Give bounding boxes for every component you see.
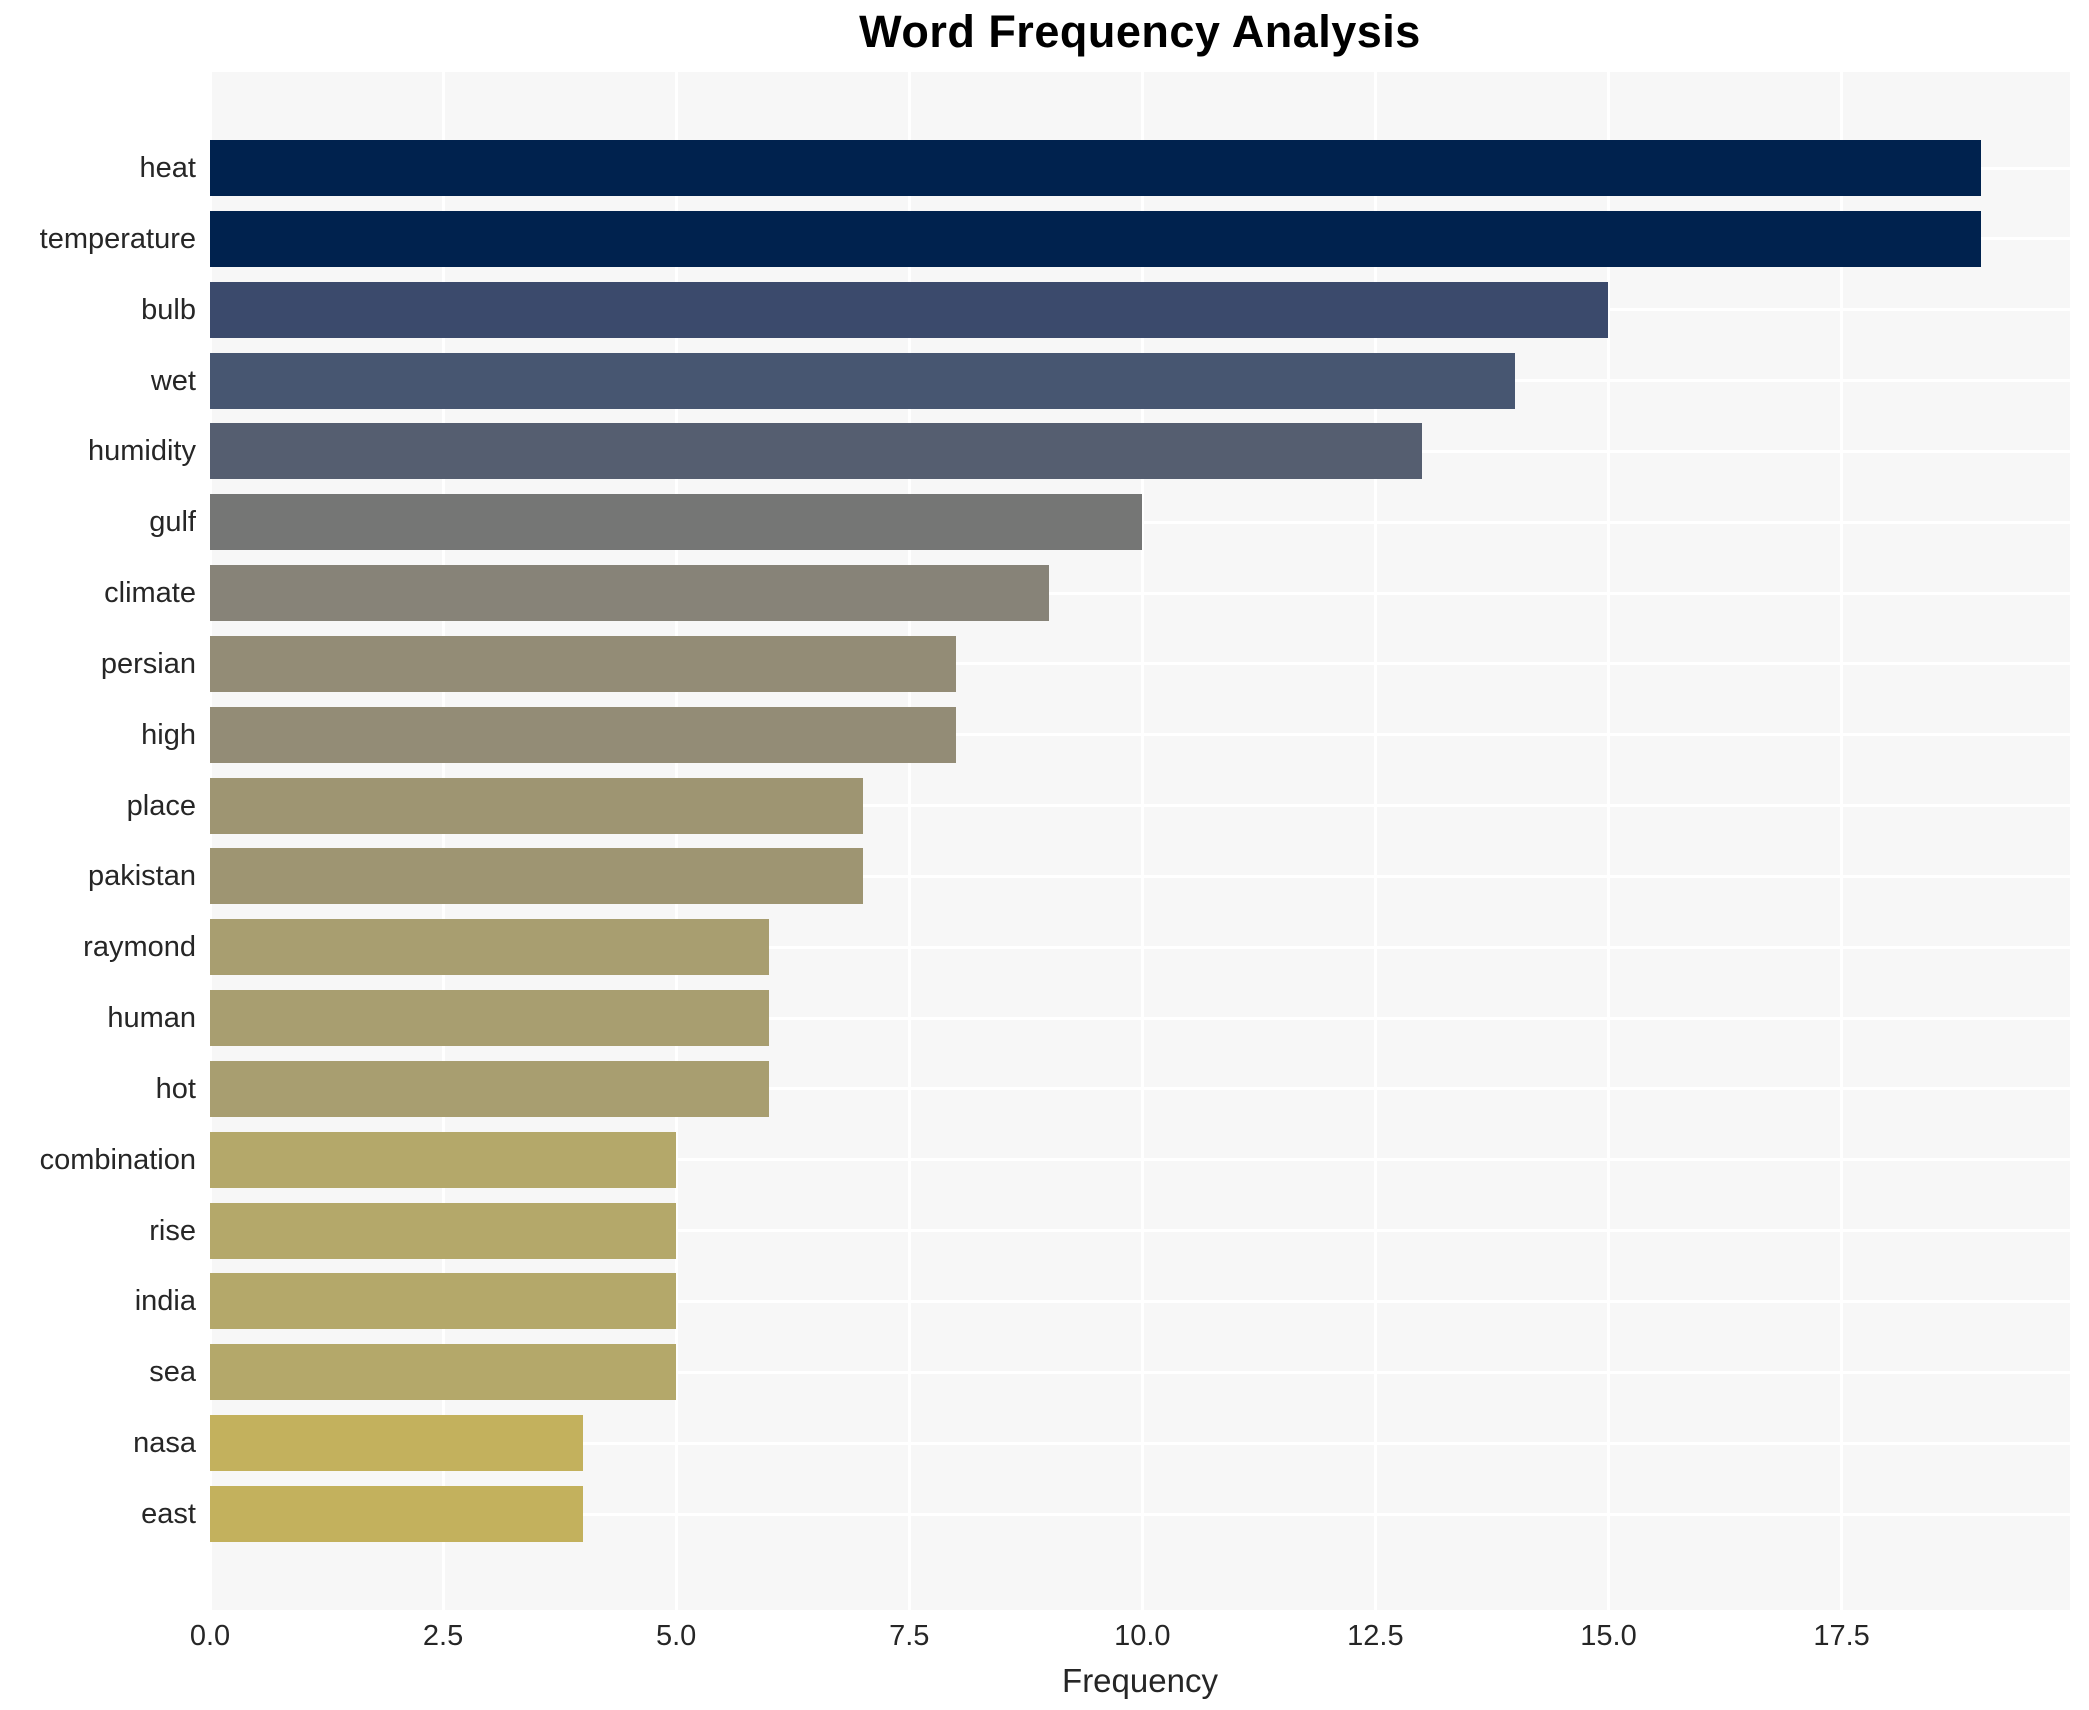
y-tick-label: persian <box>100 647 196 680</box>
grid-line-vertical <box>1140 72 1144 1610</box>
bar-pakistan <box>210 848 863 905</box>
grid-line-vertical <box>1606 72 1610 1610</box>
y-tick-label: high <box>141 718 196 751</box>
x-tick-label: 7.5 <box>889 1620 930 1652</box>
y-tick-label: bulb <box>141 293 196 326</box>
y-tick-label: humidity <box>88 435 196 468</box>
bar-persian <box>210 635 956 692</box>
y-tick-label: sea <box>149 1356 196 1389</box>
bar-india <box>210 1273 677 1330</box>
bar-high <box>210 706 956 763</box>
y-tick-label: climate <box>104 577 196 610</box>
bar-hot <box>210 1060 770 1117</box>
y-tick-label: wet <box>150 364 196 397</box>
bar-nasa <box>210 1415 583 1472</box>
x-axis-label: Frequency <box>1062 1662 1218 1699</box>
grid-line-horizontal <box>210 733 2070 737</box>
y-tick-label: human <box>107 1002 196 1035</box>
x-tick-label: 0.0 <box>189 1620 231 1652</box>
bar-combination <box>210 1131 677 1188</box>
grid-line-vertical <box>674 72 678 1610</box>
grid-line-horizontal <box>210 1370 2070 1374</box>
chart-title: Word Frequency Analysis <box>859 6 1421 57</box>
y-tick-label: nasa <box>133 1427 196 1460</box>
y-tick-label: heat <box>139 152 196 184</box>
y-tick-label: pakistan <box>87 860 196 893</box>
grid-line-horizontal <box>210 1512 2070 1516</box>
bar-gulf <box>210 494 1143 551</box>
y-tick-label: india <box>134 1285 196 1318</box>
y-tick-label: east <box>141 1498 196 1530</box>
bar-place <box>210 777 863 834</box>
grid-line-horizontal <box>210 1299 2070 1303</box>
y-tick-label: hot <box>155 1072 196 1105</box>
y-tick-label: rise <box>149 1214 196 1247</box>
bar-bulb <box>210 281 1609 338</box>
grid-line-vertical <box>1373 72 1377 1610</box>
x-tick-label: 15.0 <box>1580 1620 1637 1652</box>
grid-line-vertical <box>907 72 911 1610</box>
grid-line-horizontal <box>210 662 2070 666</box>
bar-sea <box>210 1344 677 1401</box>
grid-line-horizontal <box>210 945 2070 949</box>
x-tick-label: 17.5 <box>1813 1620 1870 1652</box>
grid-line-vertical <box>1840 72 1844 1610</box>
bar-climate <box>210 565 1050 622</box>
y-tick-label: gulf <box>149 506 196 539</box>
y-tick-label: temperature <box>39 222 196 255</box>
x-tick-label: 5.0 <box>655 1620 697 1652</box>
bar-temperature <box>210 210 1982 267</box>
grid-line-horizontal <box>210 1229 2070 1233</box>
y-tick-label: place <box>126 789 196 822</box>
x-tick-label: 10.0 <box>1114 1620 1171 1652</box>
grid-line-horizontal <box>210 591 2070 595</box>
grid-line-horizontal <box>210 1158 2070 1162</box>
grid-line-horizontal <box>210 1441 2070 1445</box>
grid-line-horizontal <box>210 874 2070 878</box>
x-tick-label: 2.5 <box>422 1620 464 1652</box>
bar-east <box>210 1486 583 1542</box>
x-tick-label: 12.5 <box>1347 1620 1404 1652</box>
bar-humidity <box>210 423 1423 480</box>
grid-line-horizontal <box>210 1087 2070 1091</box>
bar-wet <box>210 352 1516 409</box>
grid-line-vertical <box>441 72 445 1610</box>
bar-heat <box>210 140 1982 196</box>
grid-line-horizontal <box>210 1016 2070 1020</box>
bar-human <box>210 990 770 1047</box>
bar-rise <box>210 1202 677 1259</box>
bar-raymond <box>210 919 770 976</box>
plot-area <box>208 72 2070 1610</box>
y-tick-label: combination <box>39 1143 196 1176</box>
grid-line-horizontal <box>210 804 2070 808</box>
grid-line-vertical <box>208 72 212 1610</box>
y-tick-label: raymond <box>83 931 196 964</box>
